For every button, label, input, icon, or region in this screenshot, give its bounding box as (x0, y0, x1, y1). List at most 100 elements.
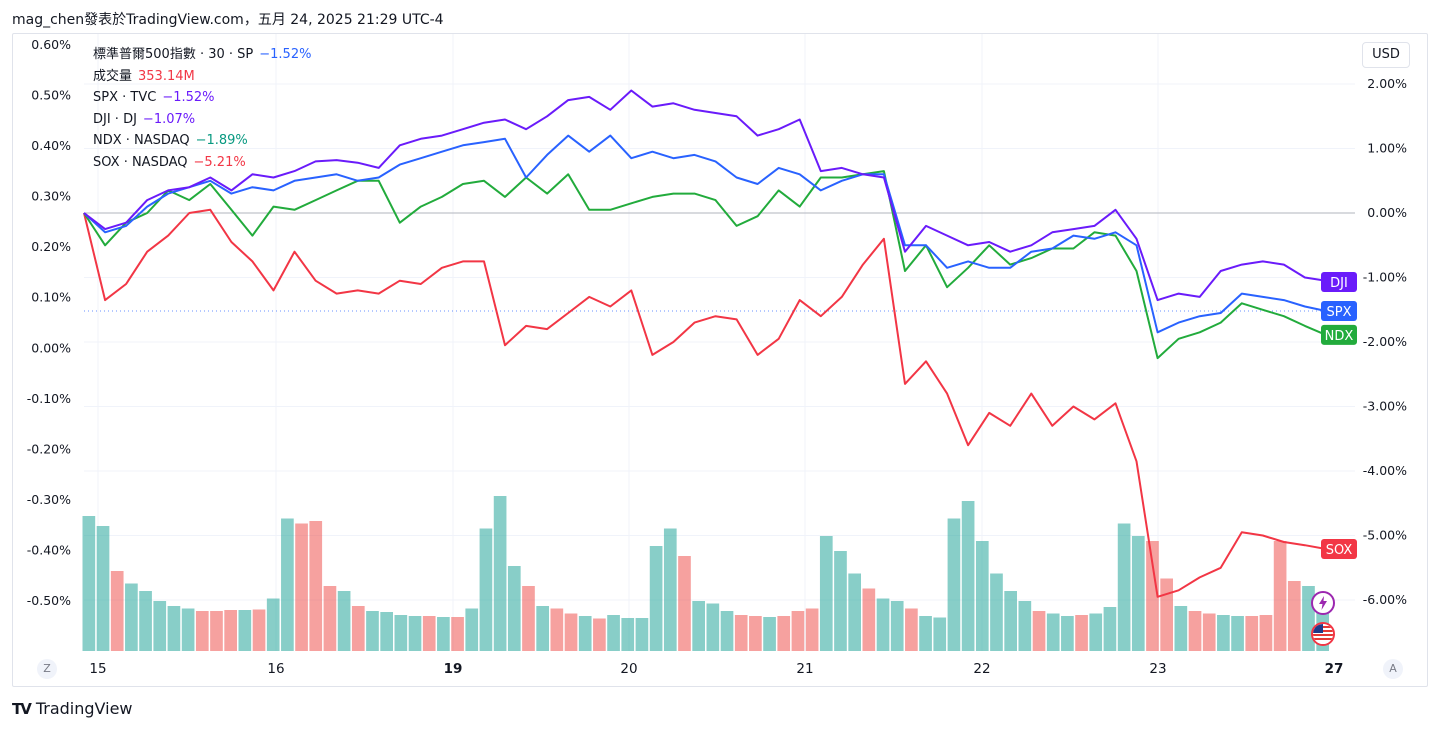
volume-bar (876, 598, 890, 651)
legend-value: −5.21% (193, 154, 246, 170)
volume-bar (1075, 615, 1088, 651)
volume-bar (749, 616, 762, 651)
volume-bar (181, 608, 195, 651)
legend-row-spx[interactable]: SPX · TVC −1.52% (93, 87, 311, 109)
us-flag-icon[interactable] (1311, 622, 1335, 646)
end-label-text-dji: DJI (1330, 276, 1348, 291)
chart-legend: 標準普爾500指數 · 30 · SP −1.52% 成交量 353.14M SPX… (93, 44, 311, 173)
volume-bar (678, 556, 691, 651)
volume-bar (1188, 611, 1202, 651)
left-axis-tick-label: 0.20% (31, 239, 71, 254)
left-axis-tick-label: 0.50% (31, 88, 71, 103)
series-line-ndx (83, 170, 1327, 360)
volume-bar (1032, 611, 1046, 651)
brand-name: TradingView (35, 699, 133, 718)
volume-bar (649, 546, 663, 651)
volume-bar (252, 609, 266, 651)
volume-bar (1287, 581, 1301, 651)
volume-bar (110, 571, 124, 651)
time-axis-tick-label: 16 (267, 661, 284, 677)
volume-bar (1245, 616, 1259, 651)
volume-bar (309, 521, 323, 651)
volume-bar (82, 516, 96, 651)
legend-row-dji[interactable]: DJI · DJ −1.07% (93, 109, 311, 131)
right-axis-tick-label: 0.00% (1367, 205, 1407, 220)
volume-bar (791, 611, 805, 651)
volume-bar (975, 541, 989, 651)
volume-bar (933, 617, 947, 651)
series-line-spx (83, 134, 1327, 334)
volume-bar (919, 616, 932, 651)
lightning-icon[interactable] (1311, 591, 1335, 615)
volume-bar (564, 613, 578, 651)
volume-bar (1131, 536, 1145, 651)
left-axis-tick-label: 0.10% (31, 290, 71, 305)
volume-bar (862, 588, 876, 651)
volume-bar (550, 608, 564, 651)
left-axis-tick-label: -0.10% (27, 391, 71, 406)
currency-button[interactable]: USD (1362, 42, 1410, 68)
left-axis-tick-label: 0.00% (31, 340, 71, 355)
left-axis-tick-label: -0.30% (27, 492, 71, 507)
volume-bar (96, 526, 110, 651)
legend-row-volume[interactable]: 成交量 353.14M (93, 66, 311, 88)
left-axis-tick-label: -0.20% (27, 441, 71, 456)
legend-row-ndx[interactable]: NDX · NASDAQ −1.89% (93, 130, 311, 152)
volume-bar (323, 586, 337, 651)
legend-label: 標準普爾500指數 · 30 · SP (93, 47, 254, 62)
left-axis-tick-label: 0.60% (31, 37, 71, 52)
volume-bar (1146, 541, 1159, 651)
flag-glyph (1313, 624, 1333, 644)
volume-bar (437, 617, 450, 651)
volume-bar (578, 616, 592, 651)
legend-row-main[interactable]: 標準普爾500指數 · 30 · SP −1.52% (93, 44, 311, 66)
legend-row-sox[interactable]: SOX · NASDAQ −5.21% (93, 152, 311, 174)
footer-brand[interactable]: TV TradingView (12, 699, 133, 718)
volume-bar (834, 551, 847, 651)
right-axis-tick-label: -6.00% (1363, 592, 1407, 607)
legend-label: DJI · DJ (93, 111, 137, 127)
volume-bar (408, 616, 422, 651)
time-axis-tick-label: 21 (796, 661, 813, 677)
right-axis-tick-label: 2.00% (1367, 76, 1407, 91)
volume-bar (1061, 616, 1074, 651)
volume-bar (210, 611, 223, 651)
right-axis-tick-label: -2.00% (1363, 334, 1407, 349)
legend-value: −1.52% (162, 90, 215, 105)
volume-bar (536, 606, 549, 651)
volume-bar (706, 603, 720, 651)
time-axis[interactable]: 15 16 19 20 21 22 23 27 (89, 661, 1343, 677)
volume-bar (1174, 606, 1188, 651)
time-axis-tick-label: 15 (89, 661, 106, 677)
end-label-badge-dji (1321, 272, 1357, 293)
end-label-badge-sox (1321, 539, 1357, 560)
volume-bar (522, 586, 535, 651)
volume-bar (890, 601, 904, 651)
time-axis-tick-label: 19 (444, 661, 463, 677)
volume-bar (281, 518, 294, 651)
end-label-badge-spx (1321, 301, 1357, 322)
end-label-text-spx: SPX (1327, 305, 1352, 320)
volume-bar (947, 518, 961, 651)
volume-bar (139, 591, 152, 651)
volume-bar (1004, 591, 1017, 651)
volume-bar (720, 611, 734, 651)
zoom-button[interactable]: Z (37, 659, 57, 679)
legend-label: SPX · TVC (93, 90, 157, 105)
series-end-labels: DJI SPX NDX SOX (1321, 272, 1357, 560)
volume-bars (82, 496, 1329, 651)
volume-bar (607, 615, 620, 651)
volume-bar (1160, 578, 1173, 651)
auto-scale-button[interactable]: A (1383, 659, 1403, 679)
volume-bar (905, 608, 918, 651)
right-percent-axis[interactable]: 2.00% 1.00% 0.00% -1.00% -2.00% -3.00% -4.00% -… (1363, 76, 1407, 607)
volume-bar (1231, 616, 1244, 651)
volume-bar (224, 610, 237, 651)
volume-bar (380, 612, 393, 651)
right-axis-tick-label: -5.00% (1363, 528, 1407, 543)
legend-value: −1.89% (195, 133, 248, 148)
volume-bar (777, 616, 791, 651)
volume-bar (1273, 541, 1287, 651)
volume-bar (295, 523, 308, 651)
